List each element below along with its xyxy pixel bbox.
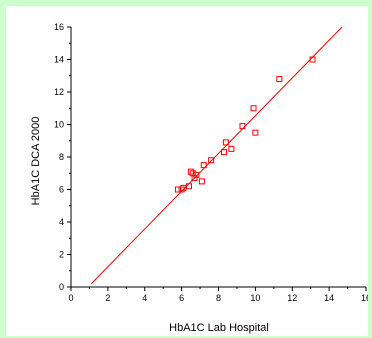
x-tick-label: 10 (250, 293, 260, 303)
axes: 0 2 4 6 8 10 12 14 16 0 2 4 6 8 10 12 14 16 (54, 22, 368, 303)
fit-line-group (90, 26, 343, 285)
data-point (252, 129, 259, 136)
data-point (276, 76, 283, 82)
data-point (178, 186, 185, 193)
data-point (191, 175, 198, 182)
data-point (174, 186, 181, 193)
data-point (189, 170, 196, 177)
y-tick-label: 16 (54, 22, 64, 32)
data-point (222, 139, 229, 146)
x-tick-label: 2 (105, 293, 110, 303)
data-point (187, 168, 194, 175)
data-point (198, 178, 205, 185)
data-point (193, 171, 200, 178)
chart-panel: 0 2 4 6 8 10 12 14 16 0 2 4 6 8 10 12 14 16 HbA1C Lab Hos… (6, 6, 368, 336)
y-tick-label: 8 (59, 152, 64, 162)
y-axis-title: HbA1C DCA 2000 (30, 117, 42, 206)
data-points (174, 56, 316, 193)
y-tick-label: 0 (59, 282, 64, 292)
y-tick-label: 14 (54, 55, 64, 65)
data-point (309, 56, 316, 63)
data-point (228, 145, 235, 152)
y-tick-label: 10 (54, 120, 64, 130)
data-point (200, 162, 207, 169)
x-axis-title: HbA1C Lab Hospital (169, 322, 269, 334)
y-tick-label: 6 (59, 185, 64, 195)
fit-line (90, 26, 343, 285)
x-tick-label: 12 (287, 293, 297, 303)
data-point (186, 183, 192, 190)
y-tick-label: 12 (54, 87, 64, 97)
x-tick-label: 0 (68, 293, 73, 303)
x-tick-label: 14 (324, 293, 334, 303)
x-tick-label: 16 (361, 293, 368, 303)
data-point (221, 149, 228, 156)
x-tick-label: 4 (142, 293, 147, 303)
y-tick-label: 4 (59, 217, 64, 227)
y-tick-label: 2 (59, 250, 64, 260)
data-point (250, 105, 257, 112)
scatter-chart: 0 2 4 6 8 10 12 14 16 0 2 4 6 8 10 12 14 16 HbA1C Lab Hos… (30, 22, 368, 334)
x-tick-label: 8 (216, 293, 221, 303)
data-point (239, 123, 246, 130)
data-point (208, 157, 215, 164)
data-point (180, 184, 187, 191)
x-tick-label: 6 (179, 293, 184, 303)
